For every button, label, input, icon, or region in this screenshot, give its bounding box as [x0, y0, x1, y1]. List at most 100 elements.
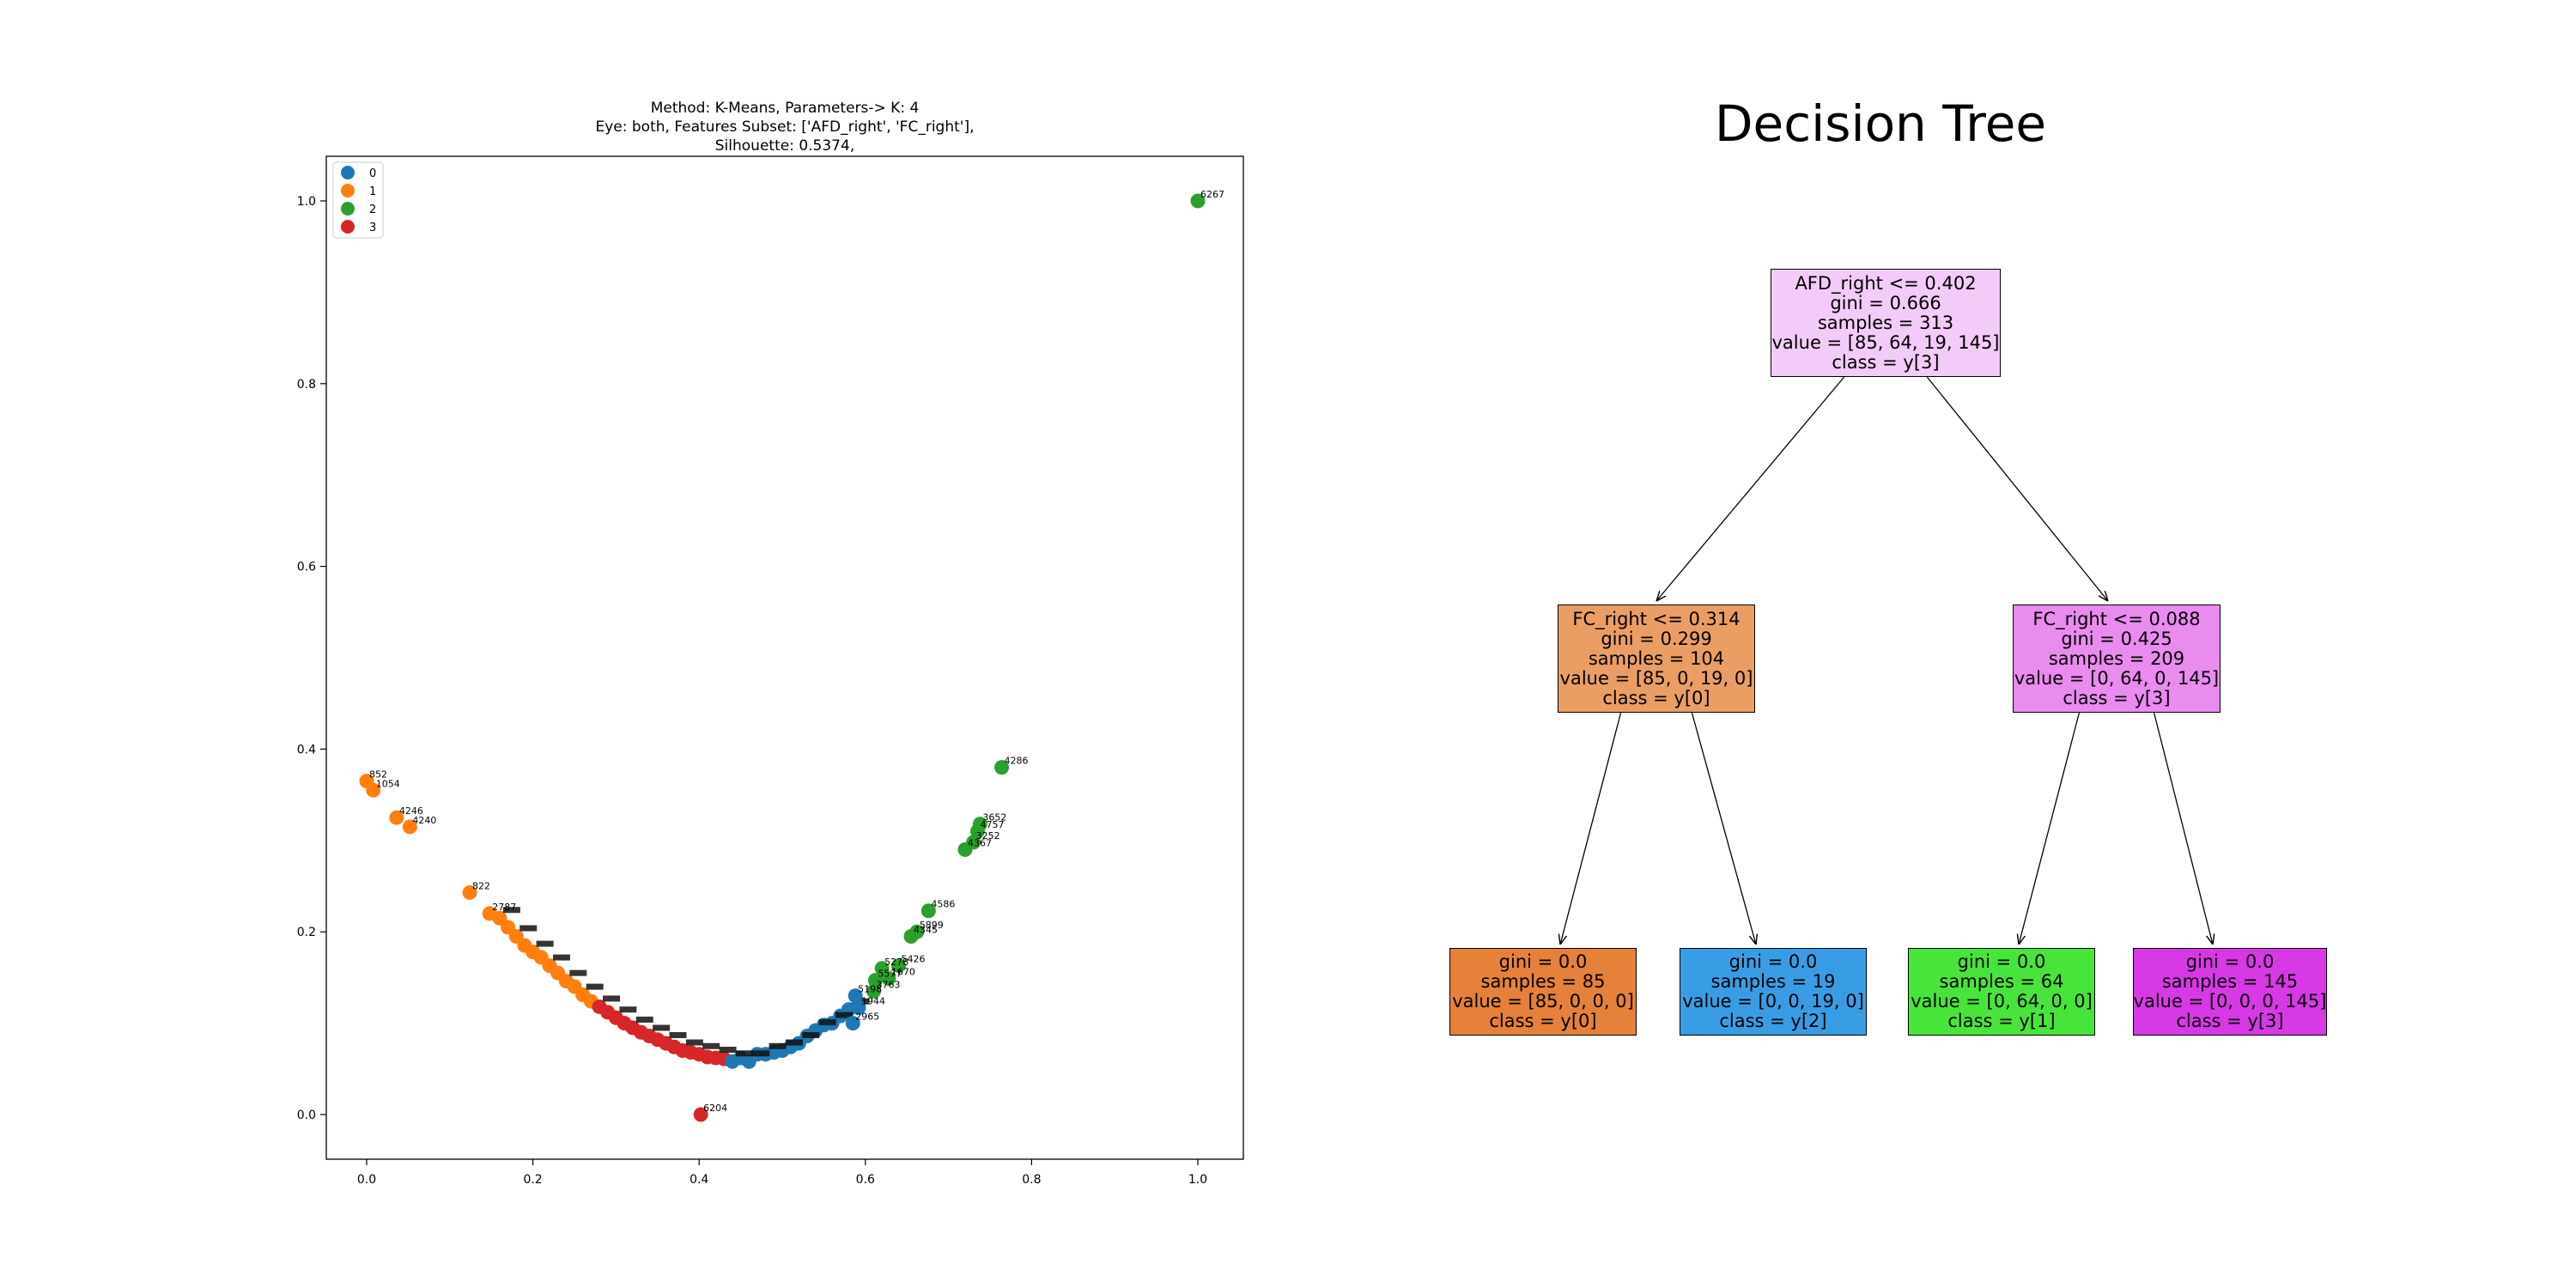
point-label: 822: [472, 880, 490, 891]
overlapping-point-labels: [536, 940, 554, 947]
legend-marker: [341, 202, 355, 216]
legend-label: 0: [369, 167, 376, 180]
tree-node-right: FC_right <= 0.088 gini = 0.425 samples = 2…: [2013, 605, 2221, 713]
tree-edge: [2153, 712, 2213, 945]
legend-marker: [341, 220, 355, 234]
legend-label: 1: [369, 185, 376, 198]
tree-node-text: gini = 0.0: [1728, 951, 1818, 972]
tree-node-text: AFD_right <= 0.402: [1795, 272, 1977, 294]
overlapping-point-labels: [802, 1032, 820, 1039]
tree-node-text: value = [0, 0, 0, 145]: [2133, 991, 2327, 1012]
y-tick-label: 0.8: [297, 378, 316, 392]
tree-node-text: samples = 313: [1817, 312, 1954, 333]
overlapping-point-labels: [603, 995, 621, 1002]
overlapping-point-labels: [619, 1006, 637, 1013]
legend-marker: [341, 166, 355, 179]
overlapping-point-labels: [735, 1050, 753, 1057]
tree-node-leaf-rr: gini = 0.0 samples = 145 value = [0, 0, 0,…: [2133, 948, 2327, 1036]
data-point-cluster-1: [482, 906, 497, 921]
data-point-cluster-2: [957, 841, 973, 857]
point-label: 4240: [412, 815, 436, 826]
plot-title-line: Silhouette: 0.5374,: [715, 137, 854, 155]
tree-node-text: gini = 0.425: [2061, 628, 2172, 649]
tree-edge: [1656, 376, 1845, 601]
overlapping-point-labels: [669, 1032, 687, 1039]
y-tick-label: 0.2: [297, 926, 316, 939]
data-point-cluster-2: [866, 983, 881, 999]
overlapping-point-labels: [818, 1019, 836, 1026]
data-point-cluster-1: [366, 782, 381, 798]
tree-edge: [1926, 376, 2108, 601]
overlapping-point-labels: [769, 1042, 787, 1049]
overlapping-point-labels: [552, 954, 570, 961]
plot-title-line: Eye: both, Features Subset: ['AFD_right'…: [595, 118, 974, 136]
tree-node-text: gini = 0.0: [1498, 951, 1588, 972]
tree-node-leaf-ll: gini = 0.0 samples = 85 value = [85, 0, 0,…: [1449, 948, 1637, 1036]
x-tick-label: 1.0: [1188, 1173, 1207, 1187]
tree-node-text: value = [0, 0, 19, 0]: [1682, 991, 1864, 1012]
plot-title-line: Method: K-Means, Parameters-> K: 4: [651, 100, 920, 117]
point-label: 4757: [980, 819, 1004, 830]
tree-node-text: class = y[1]: [1947, 1011, 2056, 1031]
tree-node-text: value = [0, 64, 0, 145]: [2014, 667, 2220, 689]
overlapping-point-labels: [719, 1047, 737, 1054]
tree-node-text: class = y[0]: [1489, 1011, 1597, 1031]
point-label: 1670: [891, 966, 915, 977]
data-point-cluster-1: [389, 810, 404, 825]
legend-label: 3: [369, 222, 376, 234]
tree-node-text: samples = 145: [2161, 971, 2299, 992]
point-label: 5426: [902, 954, 926, 965]
data-point-cluster-2: [867, 973, 883, 988]
data-point-cluster-2: [1190, 193, 1206, 209]
point-label: 4345: [914, 925, 938, 936]
data-point-cluster-2: [891, 958, 907, 974]
tree-node-text: value = [0, 64, 0, 0]: [1911, 991, 2093, 1012]
y-tick-label: 1.0: [297, 195, 316, 209]
data-point-cluster-1: [462, 884, 477, 900]
tree-node-text: FC_right <= 0.314: [1572, 608, 1741, 629]
tree-edge: [2019, 712, 2081, 945]
point-label: 1054: [376, 778, 400, 789]
overlapping-point-labels: [586, 983, 604, 990]
tree-node-text: class = y[0]: [1602, 687, 1710, 708]
point-label: 5899: [920, 920, 944, 931]
tree-title: Decision Tree: [1714, 94, 2047, 153]
tree-node-text: value = [85, 0, 19, 0]: [1559, 667, 1753, 689]
x-tick-label: 0.2: [523, 1173, 542, 1187]
x-tick-label: 0.4: [690, 1173, 708, 1187]
overlapping-point-labels: [752, 1050, 770, 1057]
point-label: 5278: [884, 957, 908, 968]
legend-marker: [341, 184, 355, 197]
data-point-cluster-3: [693, 1107, 708, 1122]
tree-node-root: AFD_right <= 0.402 gini = 0.666 samples = …: [1771, 269, 2001, 377]
data-point-cluster-2: [920, 903, 936, 919]
tree-node-text: class = y[3]: [1832, 351, 1940, 373]
tree-node-left: FC_right <= 0.314 gini = 0.299 samples = 1…: [1558, 605, 1755, 713]
point-label: 4246: [399, 805, 423, 817]
point-label: 2787: [492, 902, 516, 913]
x-tick-label: 0.8: [1022, 1173, 1041, 1187]
point-label: 5198: [858, 984, 882, 995]
data-point-cluster-2: [994, 760, 1010, 775]
x-tick-label: 0.0: [357, 1173, 376, 1187]
overlapping-point-labels: [502, 907, 520, 914]
data-point-cluster-2: [969, 823, 985, 839]
point-label: 4367: [968, 837, 992, 848]
tree-node-text: gini = 0.0: [1957, 951, 2046, 972]
overlapping-point-labels: [702, 1042, 720, 1049]
data-point-cluster-0: [848, 988, 863, 1004]
tree-node-text: class = y[2]: [1719, 1011, 1827, 1031]
point-label: 3252: [976, 830, 1000, 841]
legend: 0 1 2 3: [332, 161, 384, 239]
y-tick-label: 0.4: [297, 743, 316, 756]
overlapping-point-labels: [653, 1024, 671, 1031]
point-label: 1944: [861, 996, 885, 1007]
point-label: 3763: [876, 979, 900, 990]
y-tick-label: 0.6: [297, 561, 316, 574]
data-point-cluster-1: [402, 819, 417, 835]
point-label: 852: [369, 769, 387, 781]
overlapping-point-labels: [569, 969, 587, 976]
point-label: 6204: [703, 1103, 727, 1114]
tree-node-text: samples = 209: [2048, 647, 2185, 669]
